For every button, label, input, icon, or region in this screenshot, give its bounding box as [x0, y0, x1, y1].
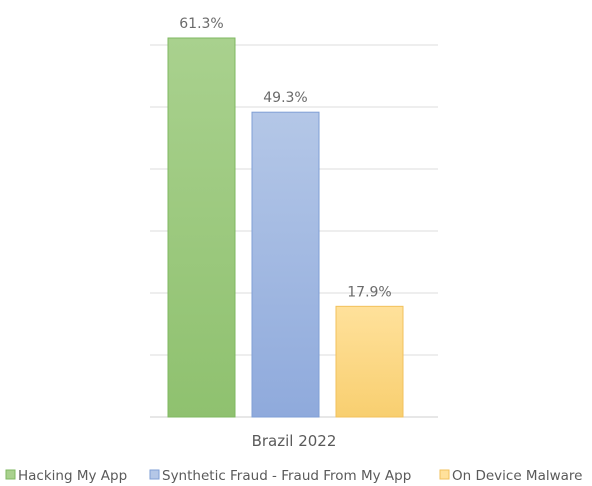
legend-swatch	[149, 469, 160, 480]
data-labels: 61.3% 49.3% 17.9%	[179, 16, 391, 300]
category-label: Brazil 2022	[252, 432, 337, 450]
legend-label: On Device Malware	[452, 468, 582, 484]
bar-3	[335, 305, 404, 418]
legend-swatch	[5, 469, 16, 480]
legend-swatch	[439, 469, 450, 480]
legend-label: Synthetic Fraud - Fraud From My App	[162, 468, 411, 484]
bars	[167, 37, 404, 418]
bar-2	[251, 111, 320, 418]
legend-label: Hacking My App	[18, 468, 127, 484]
data-label: 49.3%	[263, 90, 307, 106]
data-label: 17.9%	[347, 284, 391, 300]
legend: Hacking My App Synthetic Fraud - Fraud Fr…	[5, 468, 582, 484]
data-label: 61.3%	[179, 16, 223, 32]
bar-1	[167, 37, 236, 418]
